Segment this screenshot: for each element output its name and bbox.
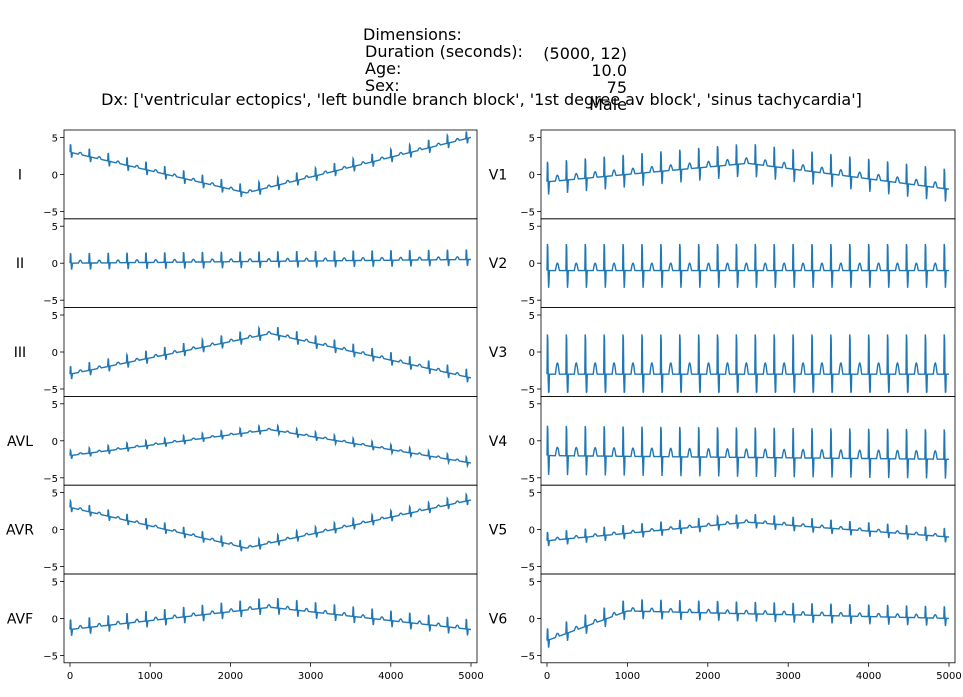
y-tick-label-v5: −5 bbox=[520, 563, 535, 574]
x-tick-label-v6: 2000 bbox=[695, 671, 720, 682]
lead-label-i: I bbox=[18, 167, 22, 183]
panel-frame-avf bbox=[63, 573, 478, 664]
y-tick-label-v4: 0 bbox=[529, 437, 535, 448]
duration-label: Duration (seconds): bbox=[365, 42, 523, 61]
age-value: 75 bbox=[606, 78, 627, 97]
lead-label-v6: V6 bbox=[489, 611, 508, 627]
lead-label-v1: V1 bbox=[489, 167, 507, 183]
y-tick-label-v2: 5 bbox=[529, 222, 535, 233]
panel-frame-v4 bbox=[540, 395, 956, 486]
trace-iii bbox=[69, 325, 472, 383]
lead-label-iii: III bbox=[14, 345, 26, 361]
lead-label-v2: V2 bbox=[489, 256, 507, 272]
y-tick-label-v3: −5 bbox=[520, 385, 535, 396]
panel-frame-iii bbox=[63, 307, 478, 397]
y-tick-label-v2: 0 bbox=[529, 259, 535, 270]
y-tick-label-v6: 5 bbox=[529, 577, 535, 588]
y-tick-label-v1: 5 bbox=[529, 133, 535, 144]
x-tick-label-avf: 0 bbox=[67, 671, 73, 682]
x-tick-label-v6: 1000 bbox=[615, 671, 640, 682]
y-tick-label-avr: −5 bbox=[43, 563, 58, 574]
diagnosis-title: Dx: ['ventricular ectopics', 'left bundl… bbox=[101, 90, 862, 109]
y-tick-label-v5: 5 bbox=[529, 489, 535, 500]
y-tick-label-iii: 5 bbox=[52, 311, 58, 322]
age-label: Age: bbox=[365, 59, 402, 78]
header-row-age: Age: 75 bbox=[365, 40, 627, 116]
trace-avr bbox=[69, 492, 472, 552]
x-tick-label-avf: 5000 bbox=[458, 671, 483, 682]
y-tick-label-v1: −5 bbox=[520, 207, 535, 218]
trace-i bbox=[69, 131, 472, 198]
panel-frame-v3 bbox=[540, 307, 956, 397]
panel-frame-avr bbox=[63, 484, 478, 575]
y-tick-label-i: −5 bbox=[43, 207, 58, 218]
x-tick-label-avf: 4000 bbox=[378, 671, 403, 682]
y-tick-label-v6: 0 bbox=[529, 614, 535, 625]
y-tick-label-iii: 0 bbox=[52, 348, 58, 359]
trace-v5 bbox=[546, 513, 949, 547]
y-tick-label-i: 5 bbox=[52, 133, 58, 144]
trace-avf bbox=[69, 597, 471, 636]
header: Dimensions: (5000, 12) Duration (seconds… bbox=[0, 0, 963, 120]
y-tick-label-i: 0 bbox=[52, 170, 58, 181]
y-tick-label-avf: −5 bbox=[43, 651, 58, 662]
lead-label-ii: II bbox=[16, 256, 24, 272]
y-tick-label-ii: −5 bbox=[43, 296, 58, 307]
dimensions-value: (5000, 12) bbox=[543, 44, 627, 63]
y-tick-label-avl: 0 bbox=[52, 437, 58, 448]
y-tick-label-v2: −5 bbox=[520, 296, 535, 307]
sex-value: Male bbox=[589, 95, 627, 114]
y-tick-label-v3: 5 bbox=[529, 311, 535, 322]
x-tick-label-v6: 5000 bbox=[936, 671, 961, 682]
y-tick-label-iii: −5 bbox=[43, 385, 58, 396]
y-tick-label-avr: 5 bbox=[52, 489, 58, 500]
x-tick-label-avf: 2000 bbox=[218, 671, 243, 682]
duration-value: 10.0 bbox=[591, 61, 627, 80]
x-tick-label-avf: 3000 bbox=[298, 671, 323, 682]
y-tick-label-v5: 0 bbox=[529, 526, 535, 537]
y-tick-label-v1: 0 bbox=[529, 170, 535, 181]
y-tick-label-avl: −5 bbox=[43, 474, 58, 485]
trace-v4 bbox=[546, 425, 949, 479]
trace-v3 bbox=[546, 334, 949, 393]
trace-v2 bbox=[546, 243, 949, 288]
x-tick-label-avf: 1000 bbox=[137, 671, 162, 682]
panel-frame-v5 bbox=[540, 484, 956, 575]
panel-frame-v2 bbox=[540, 218, 956, 309]
y-tick-label-ii: 5 bbox=[52, 222, 58, 233]
trace-ii bbox=[69, 249, 471, 270]
y-tick-label-avf: 5 bbox=[52, 577, 58, 588]
lead-label-v5: V5 bbox=[489, 523, 507, 539]
trace-v1 bbox=[546, 144, 950, 202]
trace-v6 bbox=[546, 599, 949, 648]
lead-label-avl: AVL bbox=[7, 434, 33, 450]
header-row-duration: Duration (seconds): 10.0 bbox=[365, 23, 627, 99]
header-row-dimensions: Dimensions: (5000, 12) bbox=[363, 6, 627, 82]
panel-frame-i bbox=[63, 129, 478, 220]
x-tick-label-v6: 0 bbox=[544, 671, 550, 682]
panel-frame-avl bbox=[63, 395, 478, 486]
lead-label-v3: V3 bbox=[489, 345, 507, 361]
dimensions-label: Dimensions: bbox=[363, 25, 462, 44]
y-tick-label-avr: 0 bbox=[52, 526, 58, 537]
y-tick-label-ii: 0 bbox=[52, 259, 58, 270]
x-tick-label-v6: 3000 bbox=[775, 671, 800, 682]
trace-avl bbox=[69, 423, 472, 469]
y-tick-label-avf: 0 bbox=[52, 614, 58, 625]
header-row-sex: Sex: Male bbox=[365, 57, 627, 133]
y-tick-label-v4: −5 bbox=[520, 474, 535, 485]
y-tick-label-avl: 5 bbox=[52, 400, 58, 411]
x-tick-label-v6: 4000 bbox=[856, 671, 881, 682]
lead-label-avr: AVR bbox=[6, 523, 34, 539]
lead-label-avf: AVF bbox=[7, 611, 33, 627]
y-tick-label-v6: −5 bbox=[520, 651, 535, 662]
y-tick-label-v3: 0 bbox=[529, 348, 535, 359]
sex-label: Sex: bbox=[365, 76, 400, 95]
y-tick-label-v4: 5 bbox=[529, 400, 535, 411]
lead-label-v4: V4 bbox=[489, 434, 508, 450]
